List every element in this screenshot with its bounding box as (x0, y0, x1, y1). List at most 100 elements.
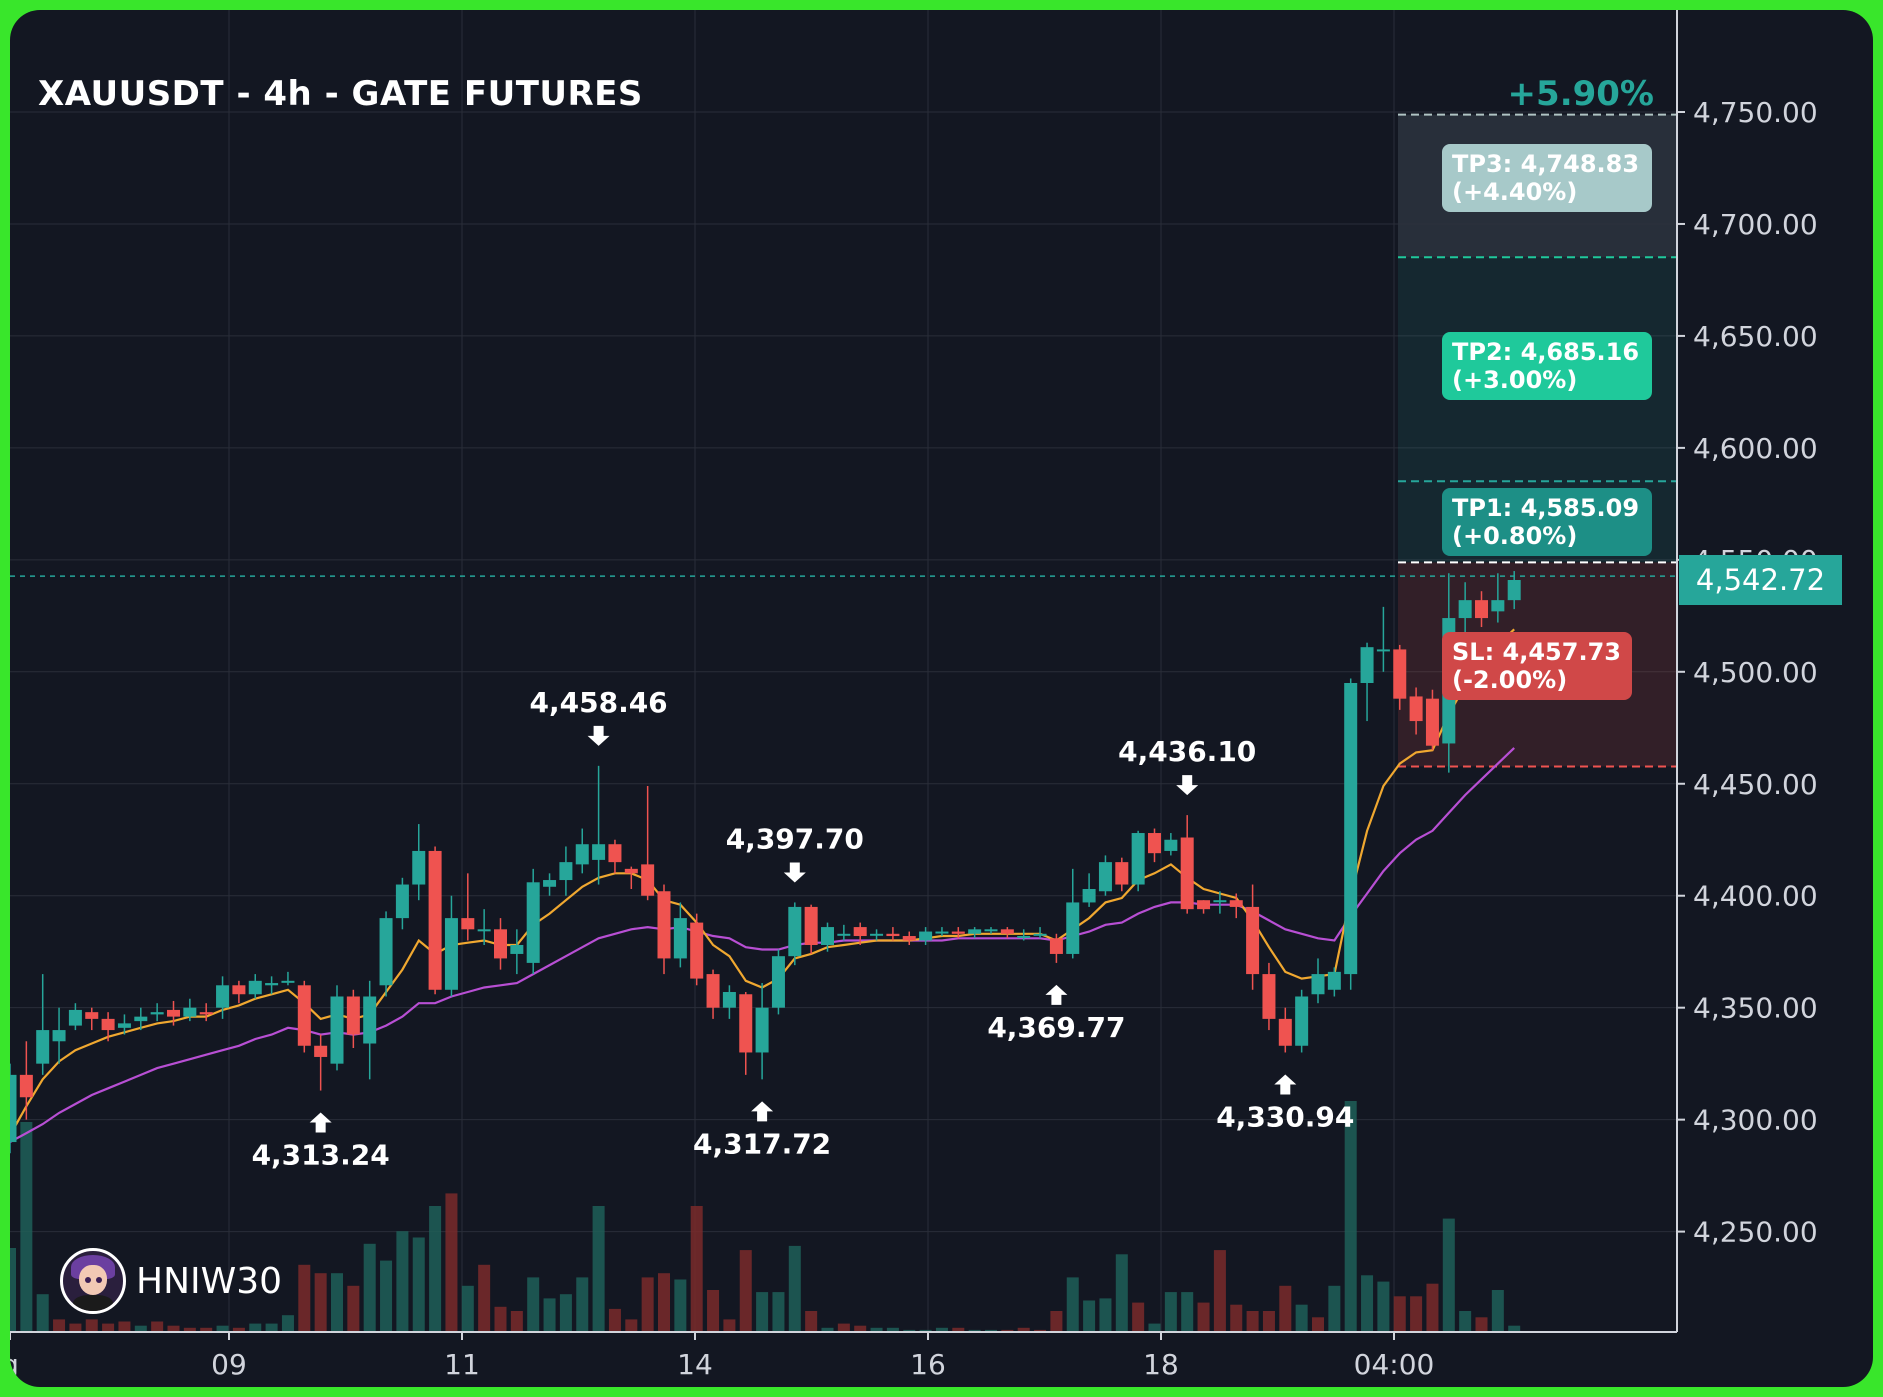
candle-body (199, 1012, 213, 1015)
avatar-icon (60, 1248, 126, 1314)
y-tick-label: 4,300.00 (1693, 1104, 1818, 1137)
candle-body (1507, 579, 1521, 601)
candle-body (592, 844, 606, 860)
volume-bar (396, 1231, 409, 1332)
volume-bar (1099, 1298, 1112, 1332)
x-tick-label: 04:00 (1354, 1348, 1435, 1381)
annotation-label: 4,313.24 (252, 1139, 390, 1172)
candle-body (10, 1074, 17, 1143)
candle-body (1180, 837, 1194, 910)
volume-bar (347, 1285, 360, 1332)
volume-bar (216, 1325, 229, 1332)
candle-body (477, 929, 491, 932)
volume-bar (952, 1327, 965, 1332)
volume-bar (690, 1206, 703, 1332)
candle-body (1000, 929, 1014, 934)
tp2-label: TP2: 4,685.16 (+3.00%) (1442, 332, 1652, 400)
x-tick-label: 14 (677, 1348, 713, 1381)
volume-bar (478, 1264, 491, 1332)
volume-bar (1213, 1250, 1226, 1332)
arrow-down-icon (783, 862, 806, 883)
volume-bar (625, 1319, 638, 1332)
volume-bar (85, 1319, 98, 1332)
volume-bar (1344, 1101, 1357, 1332)
annotation-label: 4,458.46 (530, 686, 668, 719)
candle-body (1082, 889, 1096, 903)
candle-body (216, 985, 230, 1008)
candle-body (1197, 900, 1211, 910)
tp2-price-text: TP2: 4,685.16 (1452, 338, 1640, 366)
volume-bar (1017, 1327, 1030, 1332)
volume-bar (102, 1323, 115, 1332)
volume-bar (805, 1311, 818, 1332)
candle-body (297, 985, 311, 1046)
volume-bar (1050, 1311, 1063, 1332)
volume-bar (1491, 1290, 1504, 1332)
y-tick-label: 4,250.00 (1693, 1216, 1818, 1249)
annotation-label: 4,436.10 (1118, 735, 1256, 768)
candle-body (1229, 900, 1243, 907)
volume-bar (10, 1248, 16, 1332)
volume-bar (1295, 1304, 1308, 1332)
volume-bar (53, 1319, 66, 1332)
candle-body (1327, 971, 1341, 990)
candle-body (85, 1012, 99, 1019)
volume-bar (674, 1279, 687, 1332)
tp2-percent-text: (+3.00%) (1452, 366, 1578, 394)
candle-body (1409, 696, 1423, 722)
candle-body (444, 918, 458, 990)
volume-bar (167, 1325, 180, 1332)
brand-watermark: HNIW30 (60, 1248, 282, 1314)
volume-bar (1426, 1283, 1439, 1332)
volume-bar (1246, 1311, 1259, 1332)
volume-bar (1181, 1292, 1194, 1332)
candle-body (1017, 936, 1031, 939)
y-tick-label: 4,600.00 (1693, 432, 1818, 465)
candle-body (1344, 683, 1358, 975)
candle-body (804, 906, 818, 945)
volume-bar (69, 1323, 82, 1332)
volume-bar (1410, 1296, 1423, 1332)
performance-percent: +5.90% (1507, 74, 1654, 114)
x-tick-label: g (10, 1348, 19, 1381)
candle-body (412, 850, 426, 885)
candle-body (1213, 900, 1227, 903)
volume-bar (1279, 1285, 1292, 1332)
volume-bar (20, 1122, 33, 1332)
candle-body (1360, 647, 1374, 683)
candle-body (886, 933, 900, 937)
candle-body (101, 1018, 115, 1031)
volume-bar (363, 1243, 376, 1332)
candle-body (363, 996, 377, 1044)
volume-bar (985, 1329, 997, 1332)
x-tick-label: 11 (444, 1348, 480, 1381)
volume-bar (1083, 1300, 1096, 1332)
volume-bar (919, 1329, 932, 1332)
ema-slow-line (10, 747, 1515, 1143)
volume-bar (1115, 1254, 1128, 1332)
arrow-down-icon (1176, 775, 1199, 796)
volume-bar (200, 1327, 213, 1332)
candle-body (167, 1009, 180, 1017)
volume-bar (1001, 1329, 1014, 1332)
tp1-percent-text: (+0.80%) (1452, 522, 1578, 550)
volume-bar (707, 1290, 720, 1332)
candle-body (690, 922, 704, 979)
candle-body (641, 864, 655, 896)
volume-bar (1066, 1277, 1079, 1332)
volume-bar (118, 1321, 131, 1332)
candle-body (1278, 1018, 1292, 1046)
candle-body (1115, 862, 1129, 885)
candle-body (248, 980, 262, 995)
volume-bar (1361, 1275, 1374, 1332)
volume-bar (576, 1277, 589, 1332)
x-tick-label: 18 (1143, 1348, 1179, 1381)
arrow-down-icon (587, 725, 610, 746)
candle-body (608, 844, 622, 863)
volume-bar (36, 1294, 49, 1332)
candle-body (1066, 902, 1080, 954)
volume-bar (429, 1206, 442, 1332)
volume-bar (756, 1292, 769, 1332)
candle-body (346, 996, 360, 1035)
candle-body (984, 929, 998, 932)
